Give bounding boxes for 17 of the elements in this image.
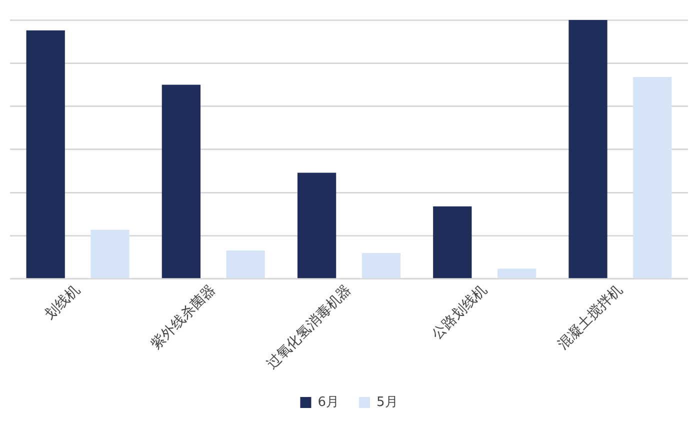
- x-tick-label: 混凝土搅拌机: [554, 282, 626, 353]
- x-tick-label: 公路划线机: [429, 282, 490, 343]
- bar: [568, 20, 608, 278]
- bar: [226, 250, 265, 278]
- legend-label: 6月: [318, 394, 340, 410]
- bar: [90, 230, 130, 278]
- legend-label: 5月: [376, 394, 398, 410]
- x-tick-label: 过氧化氢消毒机器: [264, 282, 354, 372]
- bar: [433, 206, 472, 278]
- bar: [162, 84, 201, 278]
- bar: [297, 172, 336, 278]
- bar: [26, 30, 65, 278]
- bar: [362, 253, 401, 278]
- x-tick-label: 划线机: [42, 282, 84, 323]
- x-tick-label: 紫外线杀菌器: [148, 282, 219, 353]
- bar: [633, 76, 672, 278]
- bar: [497, 268, 536, 278]
